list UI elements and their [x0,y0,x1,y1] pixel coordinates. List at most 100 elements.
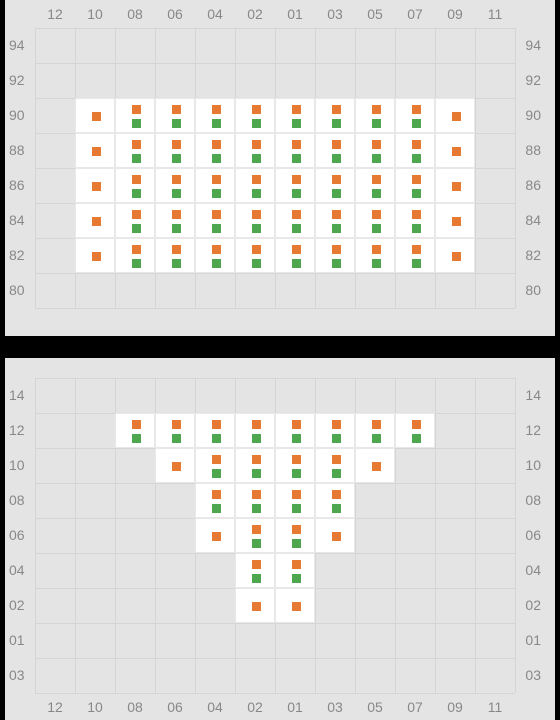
grid-cell[interactable] [355,238,395,273]
grid-cell[interactable] [115,203,155,238]
grid-cell[interactable] [195,238,235,273]
grid-cell[interactable] [395,413,435,448]
orange-marker [452,217,461,226]
grid-cell[interactable] [195,133,235,168]
grid-cell[interactable] [435,98,475,133]
grid-cell[interactable] [355,168,395,203]
grid-cell[interactable] [395,168,435,203]
grid-cell[interactable] [235,203,275,238]
grid-cell[interactable] [395,133,435,168]
grid-cell[interactable] [275,483,315,518]
grid-cell[interactable] [155,98,195,133]
x-axis-label: 02 [235,6,275,22]
orange-marker [92,112,101,121]
grid-cell[interactable] [155,168,195,203]
grid-cell[interactable] [195,413,235,448]
grid-cell[interactable] [355,98,395,133]
grid-cell[interactable] [235,133,275,168]
grid-cell[interactable] [315,133,355,168]
grid-cell[interactable] [235,483,275,518]
x-axis-label: 08 [115,6,155,22]
grid-cell[interactable] [275,203,315,238]
y-axis-label-left: 12 [5,413,35,448]
grid-cell[interactable] [315,98,355,133]
grid-cell[interactable] [235,518,275,553]
grid-cell[interactable] [275,553,315,588]
orange-marker [292,602,301,611]
grid-cell[interactable] [195,203,235,238]
grid-cell[interactable] [75,98,115,133]
grid-cell[interactable] [275,588,315,623]
grid-cell[interactable] [115,133,155,168]
grid-cell[interactable] [275,518,315,553]
orange-marker [332,490,341,499]
orange-marker [372,420,381,429]
grid-cell[interactable] [235,588,275,623]
grid-cell[interactable] [115,238,155,273]
grid-cell[interactable] [195,98,235,133]
grid-cell[interactable] [315,168,355,203]
green-marker [172,189,181,198]
orange-marker [292,560,301,569]
x-axis-label: 12 [35,699,75,715]
orange-marker [172,140,181,149]
y-axis-label-right: 80 [515,273,545,308]
grid-cell[interactable] [395,238,435,273]
grid-cell[interactable] [355,133,395,168]
orange-marker [292,455,301,464]
grid-cell[interactable] [155,238,195,273]
grid-cell[interactable] [315,203,355,238]
grid-cell[interactable] [435,168,475,203]
orange-marker [452,112,461,121]
orange-marker [252,490,261,499]
grid-cell[interactable] [155,133,195,168]
grid-cell[interactable] [155,413,195,448]
grid-cell[interactable] [235,168,275,203]
grid-cell[interactable] [315,518,355,553]
grid-cell[interactable] [75,203,115,238]
grid-cell[interactable] [275,413,315,448]
grid-cell[interactable] [275,133,315,168]
orange-marker [292,525,301,534]
grid-cell[interactable] [195,518,235,553]
grid-cell[interactable] [115,168,155,203]
grid-cell[interactable] [195,483,235,518]
grid-cell[interactable] [155,448,195,483]
green-marker [212,189,221,198]
grid-cell[interactable] [235,98,275,133]
grid-cell[interactable] [75,168,115,203]
grid-cell[interactable] [195,168,235,203]
grid-cell[interactable] [115,413,155,448]
green-marker [412,154,421,163]
orange-marker [172,175,181,184]
grid-cell[interactable] [355,448,395,483]
grid-cell[interactable] [275,448,315,483]
grid-cell[interactable] [275,98,315,133]
grid-cell[interactable] [435,203,475,238]
grid-cell[interactable] [75,238,115,273]
grid-cell[interactable] [355,203,395,238]
grid-cell[interactable] [435,133,475,168]
grid-cell[interactable] [395,203,435,238]
grid-cell[interactable] [235,553,275,588]
grid-cell[interactable] [315,483,355,518]
grid-cell[interactable] [275,168,315,203]
grid-cell[interactable] [275,238,315,273]
grid-cell[interactable] [75,133,115,168]
grid-cell[interactable] [115,98,155,133]
grid-cell[interactable] [355,413,395,448]
grid-cell[interactable] [195,448,235,483]
grid-cell[interactable] [395,98,435,133]
grid-cell[interactable] [435,238,475,273]
grid-cell[interactable] [235,238,275,273]
grid-cell[interactable] [235,448,275,483]
green-marker [292,259,301,268]
orange-marker [252,105,261,114]
grid-cell[interactable] [315,448,355,483]
x-axis-label: 06 [155,699,195,715]
grid-cell[interactable] [155,203,195,238]
grid-cell[interactable] [235,413,275,448]
grid-cell[interactable] [315,238,355,273]
orange-marker [292,490,301,499]
grid-cell[interactable] [315,413,355,448]
